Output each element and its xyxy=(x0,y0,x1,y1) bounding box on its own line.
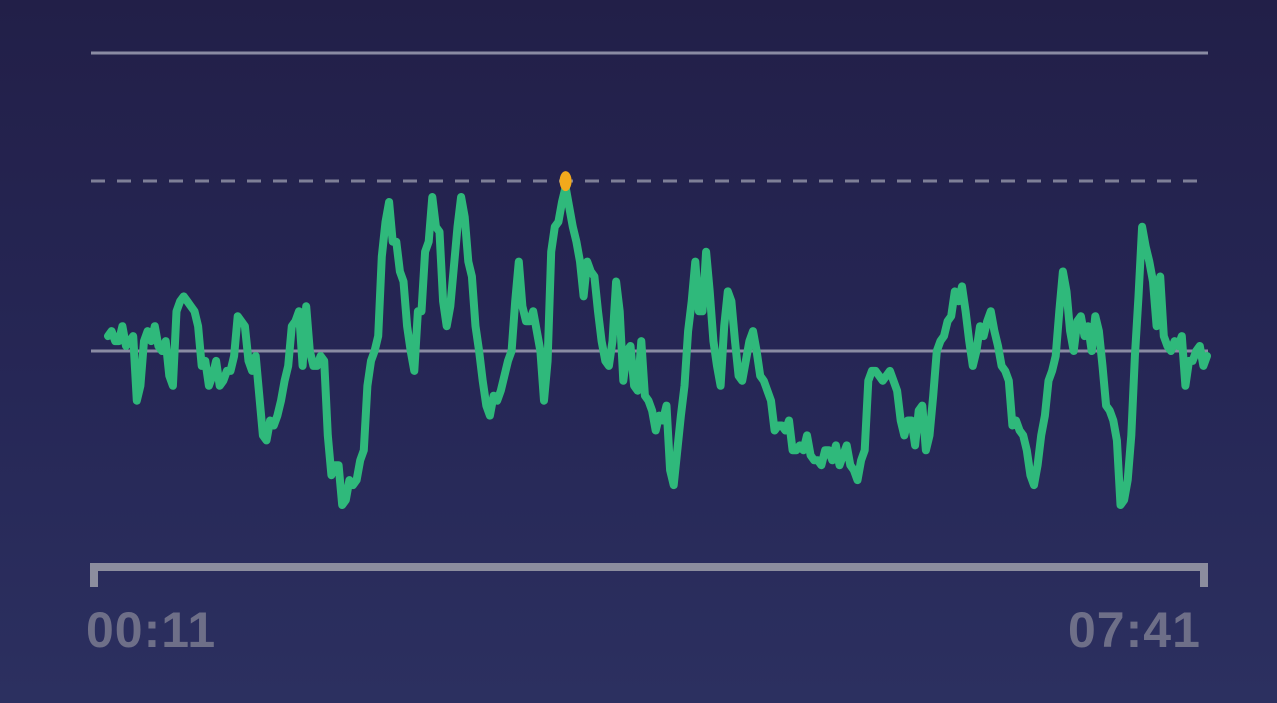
series-layer xyxy=(104,171,1211,509)
peak-marker xyxy=(559,171,572,192)
end-time-label: 07:41 xyxy=(1068,602,1201,658)
time-axis-bracket xyxy=(90,563,1208,587)
sleep-series-line xyxy=(104,183,1211,509)
start-time-label: 00:11 xyxy=(86,602,217,658)
